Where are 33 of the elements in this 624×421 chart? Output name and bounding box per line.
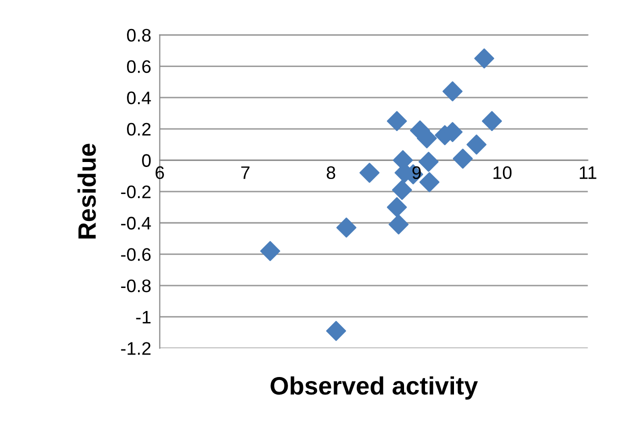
point xyxy=(466,134,487,155)
y-tick-label: 0.2 xyxy=(127,122,151,136)
y-axis-title: Residue xyxy=(78,144,96,239)
point xyxy=(260,241,280,262)
point xyxy=(482,111,502,132)
x-tick-label: 6 xyxy=(156,166,164,180)
y-tick-label: 0 xyxy=(142,154,151,167)
y-tick-label: -1.2 xyxy=(121,342,151,355)
x-tick-label: 10 xyxy=(494,166,512,180)
y-tick-label: 0.4 xyxy=(127,92,151,104)
point xyxy=(474,48,494,68)
y-tick-label: -0.4 xyxy=(121,216,151,230)
point xyxy=(326,320,346,341)
x-tick-label: 8 xyxy=(326,166,336,180)
x-tick-label: 11 xyxy=(580,166,596,179)
x-axis-title: Observed activity xyxy=(270,376,478,400)
point xyxy=(336,218,356,238)
point xyxy=(386,197,407,218)
y-tick-label: -0.8 xyxy=(121,279,151,292)
point xyxy=(359,162,380,183)
point xyxy=(386,111,407,132)
point xyxy=(388,214,409,234)
y-tick-label: 0.8 xyxy=(127,28,151,42)
x-tick-label: 7 xyxy=(241,166,250,179)
x-tick-label: 9 xyxy=(412,166,421,180)
point xyxy=(452,148,473,169)
point xyxy=(419,172,440,192)
y-tick-label: -1 xyxy=(136,310,151,324)
y-tick-label: 0.6 xyxy=(127,60,151,73)
point xyxy=(442,81,463,102)
y-tick-label: -0.6 xyxy=(121,248,151,261)
y-tick-label: -0.2 xyxy=(121,185,151,198)
point xyxy=(392,180,412,200)
